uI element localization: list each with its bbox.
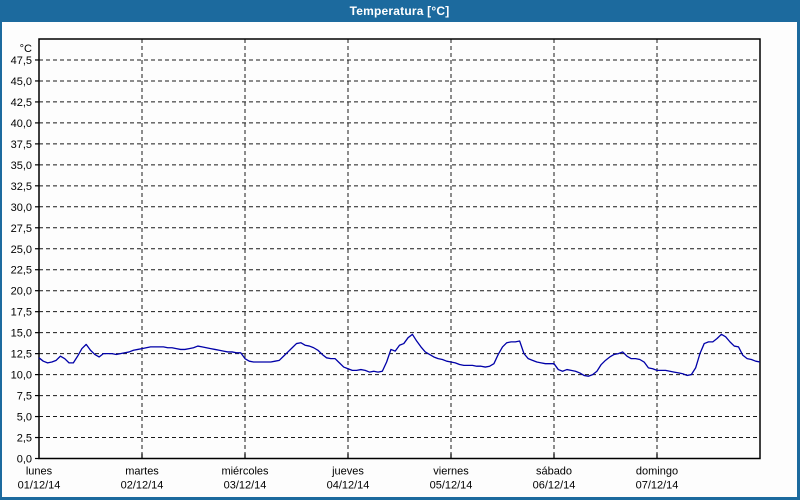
y-tick-label: 42,5 [11,97,32,109]
y-tick-label: 27,5 [11,223,32,235]
x-date-label: 07/12/14 [636,480,679,492]
y-tick-label: 37,5 [11,139,32,151]
x-day-label: martes [125,466,159,478]
y-tick-label: 45,0 [11,76,32,88]
y-axis-unit-label: °C [20,43,32,55]
y-tick-label: 20,0 [11,286,32,298]
window-titlebar[interactable]: Temperatura [°C] [2,0,797,22]
y-tick-label: 40,0 [11,118,32,130]
x-day-label: lunes [26,466,53,478]
y-tick-label: 5,0 [17,412,32,424]
temperature-line [38,333,761,377]
y-tick-label: 17,5 [11,307,32,319]
x-day-label: domingo [636,466,678,478]
x-day-label: miércoles [221,466,269,478]
y-tick-label: 35,0 [11,160,32,172]
y-tick-label: 22,5 [11,265,32,277]
x-date-label: 06/12/14 [533,480,576,492]
x-date-label: 05/12/14 [430,480,473,492]
x-date-label: 03/12/14 [224,480,267,492]
x-day-label: viernes [433,466,469,478]
x-day-label: jueves [331,466,364,478]
x-day-label: sábado [536,466,572,478]
window-title: Temperatura [°C] [349,4,450,18]
y-tick-label: 2,5 [17,433,32,445]
y-tick-label: 15,0 [11,328,32,340]
y-tick-label: 47,5 [11,55,32,67]
y-tick-label: 30,0 [11,202,32,214]
y-tick-label: 0,0 [17,454,32,466]
y-tick-label: 7,5 [17,391,32,403]
temperature-plot-svg: 0,0 2,5 5,0 7,5 10,0 12,5 15,0 17,5 20,0 22,5 25,0… [11,38,761,492]
temperature-chart: 0,0 2,5 5,0 7,5 10,0 12,5 15,0 17,5 20,0 22,5 25,0… [2,22,797,500]
y-tick-label: 10,0 [11,370,32,382]
x-date-label: 04/12/14 [327,480,370,492]
y-tick-label: 32,5 [11,181,32,193]
y-tick-label: 12,5 [11,349,32,361]
x-date-label: 01/12/14 [18,480,61,492]
x-date-label: 02/12/14 [121,480,164,492]
y-tick-label: 25,0 [11,244,32,256]
